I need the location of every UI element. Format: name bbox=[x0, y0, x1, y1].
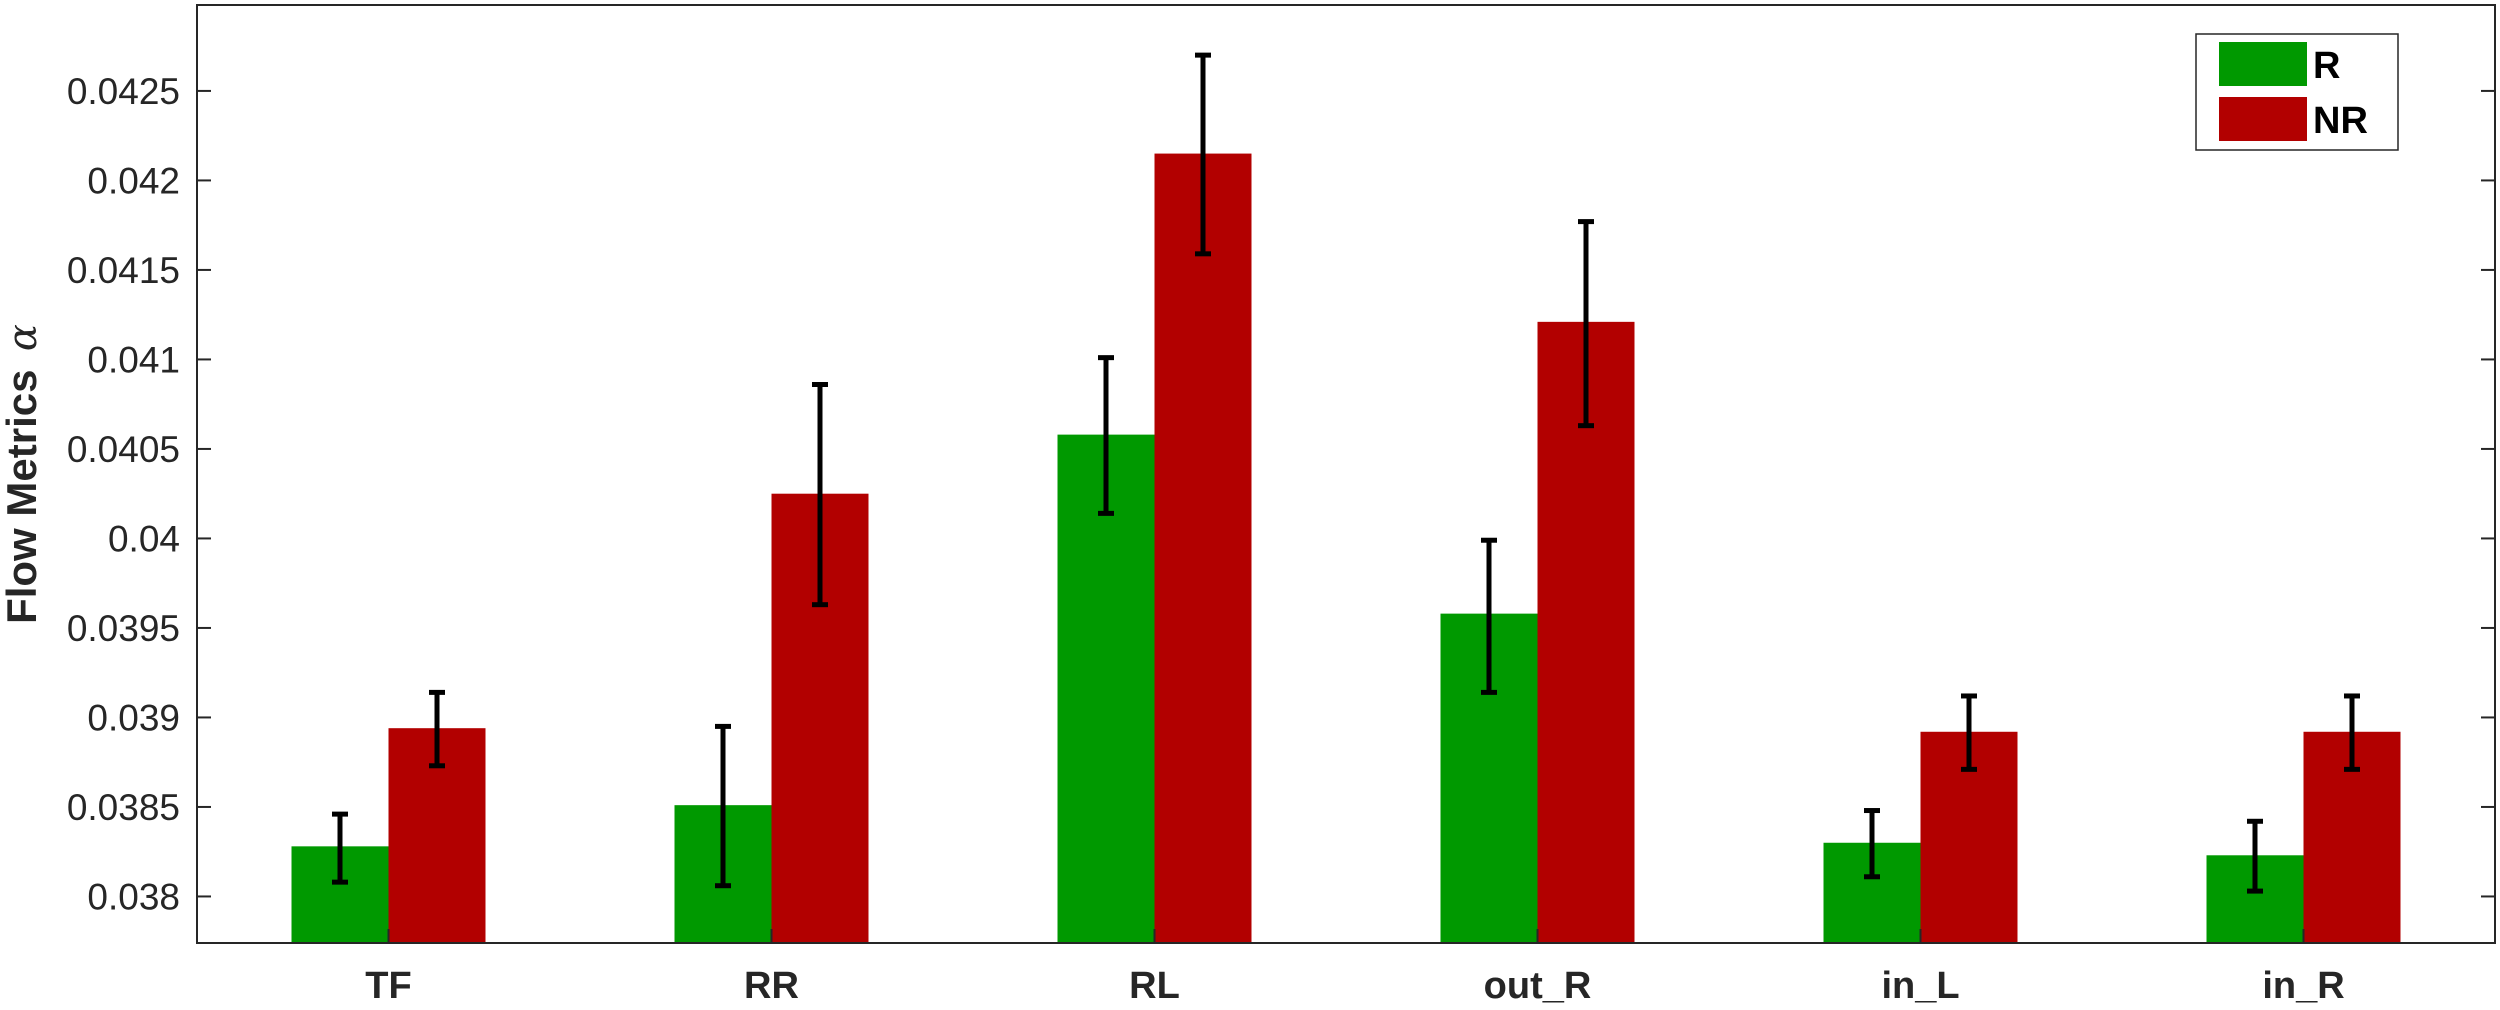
y-tick-label: 0.0405 bbox=[67, 429, 180, 470]
error-bar-r-out_r bbox=[1481, 537, 1497, 695]
error-bar-r-in_l bbox=[1864, 808, 1880, 880]
y-tick-label: 0.0395 bbox=[67, 608, 180, 649]
x-tick-label-in_r: in_R bbox=[2262, 965, 2344, 1007]
y-tick-label: 0.0425 bbox=[67, 71, 180, 112]
error-bar-r-rr bbox=[715, 723, 731, 889]
bar-r-rl bbox=[1057, 434, 1155, 943]
y-axis-label: Flow Metrics α bbox=[0, 324, 46, 624]
error-bar-nr-in_l bbox=[1961, 693, 1977, 772]
error-bar-r-in_r bbox=[2247, 818, 2263, 894]
bar-nr-rl bbox=[1154, 153, 1252, 943]
error-bars-layer bbox=[332, 52, 2360, 894]
legend-label-nr: NR bbox=[2313, 100, 2368, 142]
y-tick-label: 0.041 bbox=[87, 339, 180, 380]
error-bar-r-tf bbox=[332, 811, 348, 885]
legend-swatch-r bbox=[2219, 42, 2307, 86]
y-tick-label: 0.0415 bbox=[67, 250, 180, 291]
bars-layer bbox=[291, 153, 2401, 943]
x-tick-label-rr: RR bbox=[744, 965, 799, 1007]
y-axis: 0.038 0.0385 0.039 0.0395 0.04 0.0405 0.041 0.0… bbox=[67, 71, 2495, 917]
error-bar-nr-rr bbox=[812, 381, 828, 608]
y-tick-label: 0.042 bbox=[87, 160, 180, 201]
y-tick-label: 0.0385 bbox=[67, 787, 180, 828]
plot-area-frame bbox=[196, 4, 2496, 944]
y-tick-label: 0.04 bbox=[108, 518, 180, 559]
x-tick-label-tf: TF bbox=[365, 965, 411, 1007]
y-tick-label: 0.038 bbox=[87, 876, 180, 917]
y-axis-label-text: Flow Metrics bbox=[0, 370, 45, 624]
y-tick-label: 0.039 bbox=[87, 697, 180, 738]
x-tick-label-rl: RL bbox=[1129, 965, 1180, 1007]
error-bar-nr-in_r bbox=[2344, 693, 2360, 772]
x-tick-label-in_l: in_L bbox=[1881, 965, 1959, 1007]
legend-swatch-nr bbox=[2219, 97, 2307, 141]
error-bar-nr-out_r bbox=[1578, 219, 1594, 429]
error-bar-r-rl bbox=[1098, 355, 1114, 516]
x-tick-label-out_r: out_R bbox=[1484, 965, 1592, 1007]
legend-label-r: R bbox=[2313, 45, 2340, 87]
y-axis-label-symbol: α bbox=[0, 324, 46, 351]
legend: R NR bbox=[2195, 33, 2399, 151]
x-axis: TF RR RL out_R in_L in_R bbox=[365, 929, 2345, 1007]
error-bar-nr-tf bbox=[429, 689, 445, 769]
error-bar-nr-rl bbox=[1195, 52, 1211, 257]
